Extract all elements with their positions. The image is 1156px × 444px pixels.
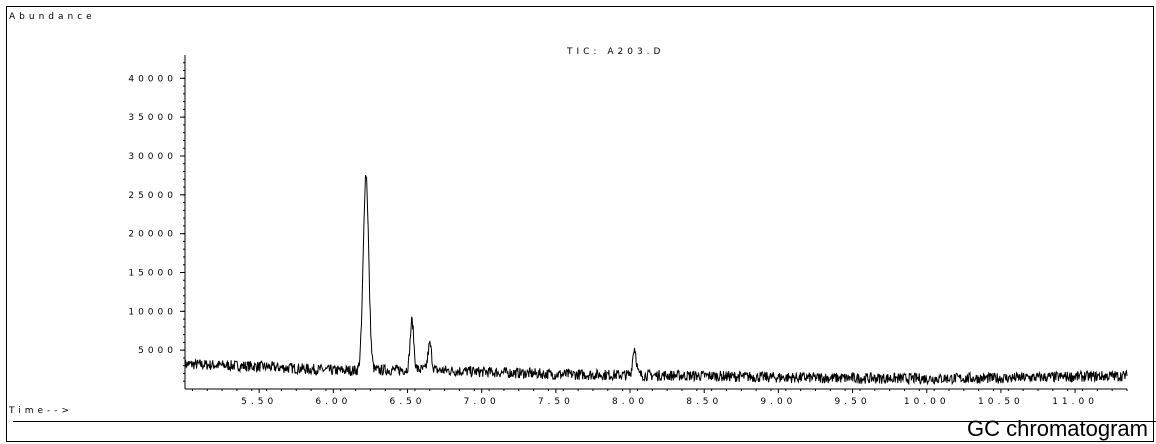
x-tick-label: 8.00 (612, 397, 648, 407)
x-tick-label: 5.50 (241, 397, 277, 407)
chromatogram-plot: Abundance TIC: A203.D Time--> 5000 10000 1… (8, 12, 1128, 416)
x-tick-label: 11.00 (1052, 397, 1098, 407)
y-tick-label: 40000 (128, 74, 177, 84)
y-tick-label: 20000 (128, 230, 177, 240)
y-tick-label: 5000 (138, 346, 177, 356)
y-tick-label: 15000 (128, 268, 177, 278)
x-tick-label: 10.00 (904, 397, 950, 407)
chart-title: TIC: A203.D (566, 47, 664, 57)
x-tick-label: 9.00 (760, 397, 796, 407)
chart-frame: Abundance TIC: A203.D Time--> 5000 10000 1… (6, 6, 1156, 442)
x-tick-label: 6.50 (389, 397, 425, 407)
x-tick-label: 6.00 (315, 397, 351, 407)
x-tick-label: 9.50 (835, 397, 871, 407)
y-tick-label: 25000 (128, 191, 177, 201)
y-tick-label: 30000 (128, 152, 177, 162)
y-tick-label: 10000 (128, 307, 177, 317)
caption-separator (13, 421, 1156, 422)
x-axis-label: Time--> (8, 406, 73, 416)
x-tick-label: 10.50 (978, 397, 1024, 407)
y-axis-label: Abundance (9, 12, 96, 22)
x-tick-label: 7.50 (538, 397, 574, 407)
y-ticks: 5000 10000 15000 20000 25000 30000 35000 40000 (128, 62, 185, 382)
y-tick-label: 35000 (128, 113, 177, 123)
x-tick-label: 7.00 (464, 397, 500, 407)
x-ticks: 5.50 6.00 6.50 7.00 7.50 8.00 8.50 9.00 9.50 10.0… (191, 389, 1128, 407)
tic-trace (184, 174, 1128, 386)
figure-caption: GC chromatogram (967, 416, 1148, 441)
x-tick-label: 8.50 (686, 397, 722, 407)
